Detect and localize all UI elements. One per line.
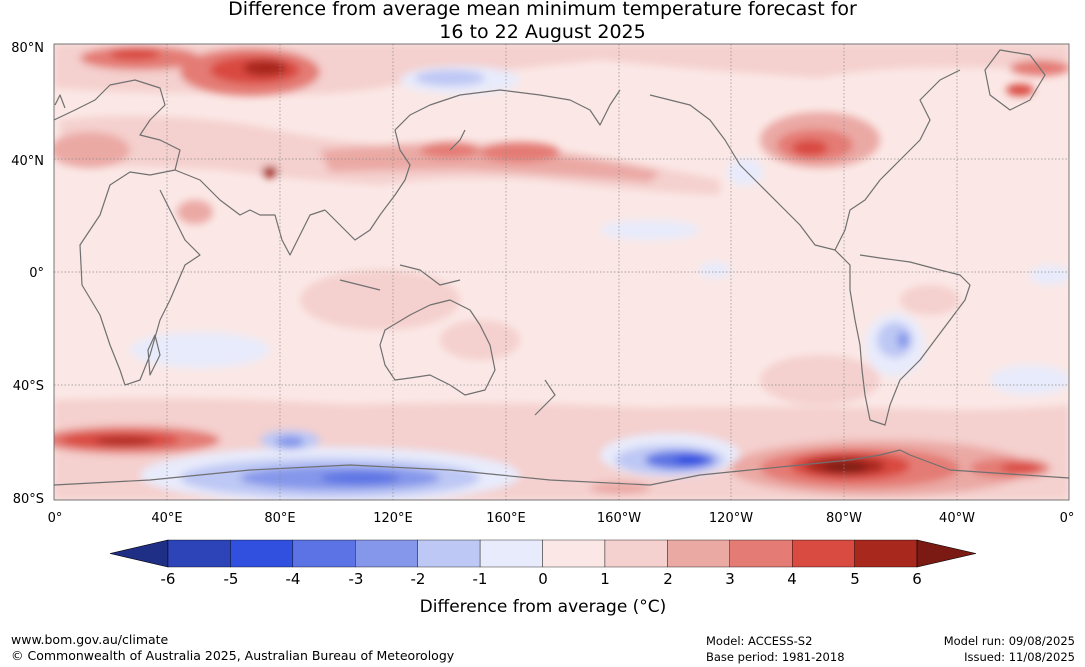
colorbar-tick: -6 xyxy=(161,570,176,588)
chart-title-line-2: 16 to 22 August 2025 xyxy=(439,21,646,43)
colorbar-swatch xyxy=(604,539,668,568)
lat-label-40s: 40°S xyxy=(13,379,44,394)
lat-label-80s: 80°S xyxy=(13,492,44,507)
colorbar-swatch xyxy=(292,539,356,568)
lon-label-80w: 80°W xyxy=(826,511,862,526)
lon-label-0-right: 0° xyxy=(1060,511,1075,526)
copyright-text: © Commonwealth of Australia 2025, Austra… xyxy=(11,648,455,663)
colorbar-tick: -1 xyxy=(473,570,488,588)
colorbar-swatch xyxy=(230,539,294,568)
colorbar-tick: -2 xyxy=(411,570,426,588)
colorbar-tick: 3 xyxy=(725,570,735,588)
colorbar-swatch xyxy=(542,539,606,568)
colorbar-swatch xyxy=(792,539,855,568)
colorbar-swatch xyxy=(167,539,231,568)
colorbar-label: Difference from average (°C) xyxy=(420,597,667,617)
colorbar-swatch xyxy=(355,539,418,568)
website-text: www.bom.gov.au/climate xyxy=(11,632,169,647)
colorbar-tick: 5 xyxy=(850,570,860,588)
lat-label-40n: 40°N xyxy=(11,154,44,169)
base-period-text: Base period: 1981-2018 xyxy=(706,650,845,664)
colorbar-over-arrow xyxy=(916,539,977,568)
lon-label-80e: 80°E xyxy=(264,511,295,526)
lon-label-160w: 160°W xyxy=(597,511,641,526)
graticule xyxy=(54,44,1069,500)
colorbar-ticks: -6 -5 -4 -3 -2 -1 0 1 2 3 4 5 6 xyxy=(161,570,922,588)
lon-label-40w: 40°W xyxy=(939,511,975,526)
colorbar-tick: 4 xyxy=(787,570,797,588)
colorbar-tick: 1 xyxy=(600,570,610,588)
colorbar-tick: -4 xyxy=(286,570,301,588)
colorbar-swatch xyxy=(854,539,918,568)
coastlines xyxy=(54,49,1069,486)
colorbar-tick: -3 xyxy=(349,570,364,588)
model-run-text: Model run: 09/08/2025 xyxy=(943,634,1075,648)
map-frame xyxy=(53,43,1070,501)
lon-label-120e: 120°E xyxy=(373,511,413,526)
colorbar-swatch xyxy=(729,539,793,568)
colorbar xyxy=(109,539,977,568)
anomaly-map xyxy=(54,44,1069,500)
colorbar-tick: 6 xyxy=(912,570,922,588)
colorbar-tick: 2 xyxy=(663,570,673,588)
colorbar-under-arrow xyxy=(109,539,169,568)
lon-label-40e: 40°E xyxy=(151,511,182,526)
issued-text: Issued: 11/08/2025 xyxy=(964,650,1075,664)
colorbar-swatch xyxy=(417,539,481,568)
colorbar-tick: -5 xyxy=(224,570,239,588)
lat-label-0: 0° xyxy=(29,266,44,281)
lon-label-160e: 160°E xyxy=(486,511,526,526)
colorbar-swatch xyxy=(667,539,730,568)
colorbar-tick: 0 xyxy=(538,570,548,588)
chart-title-line-1: Difference from average mean minimum tem… xyxy=(228,0,857,20)
colorbar-swatch xyxy=(479,539,543,568)
lat-label-80n: 80°N xyxy=(11,41,44,56)
lon-label-120w: 120°W xyxy=(709,511,753,526)
model-text: Model: ACCESS-S2 xyxy=(706,634,813,648)
lon-label-0-left: 0° xyxy=(48,511,63,526)
